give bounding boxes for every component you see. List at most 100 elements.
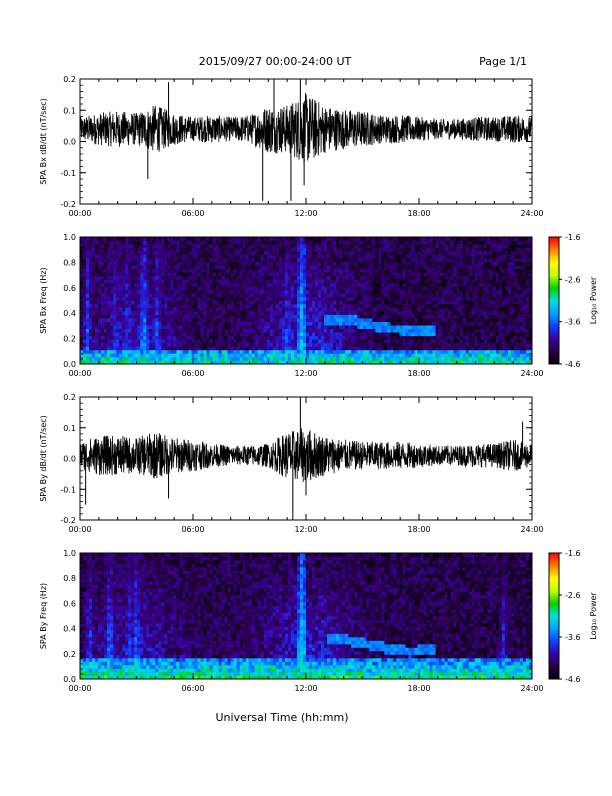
spectrogram-cell [439, 237, 442, 241]
spectrogram-cell [219, 237, 222, 241]
spectrogram-cell [204, 255, 207, 259]
spectrogram-cell [393, 318, 396, 322]
spectrogram-cell [318, 237, 321, 241]
spectrogram-cell [330, 339, 333, 343]
spectrogram-cell [128, 262, 131, 266]
spectrogram-cell [481, 329, 484, 333]
spectrogram-cell [417, 325, 420, 329]
spectrogram-cell [357, 286, 360, 290]
spectrogram-cell [155, 346, 158, 350]
spectrogram-cell [339, 343, 342, 347]
spectrogram-cell [92, 329, 95, 333]
spectrogram-cell [140, 293, 143, 297]
spectrogram-cell [478, 301, 481, 305]
spectrogram-cell [345, 304, 348, 308]
spectrogram-cell [182, 311, 185, 315]
spectrogram-cell [390, 350, 393, 354]
spectrogram-cell [282, 336, 285, 340]
spectrogram-cell [399, 308, 402, 312]
spectrogram-cell [411, 350, 414, 354]
spectrogram-cell [201, 258, 204, 262]
spectrogram-cell [475, 272, 478, 276]
spectrogram-cell [128, 325, 131, 329]
spectrogram-cell [402, 325, 405, 329]
spectrogram-cell [243, 255, 246, 259]
spectrogram-cell [246, 297, 249, 301]
spectrogram-cell [399, 332, 402, 336]
spectrogram-cell [249, 329, 252, 333]
spectrogram-cell [131, 265, 134, 269]
spectrogram-cell [198, 311, 201, 315]
spectrogram-cell [185, 315, 188, 319]
spectrogram-cell [98, 350, 101, 354]
spectrogram-cell [210, 304, 213, 308]
spectrogram-cell [469, 329, 472, 333]
spectrogram-cell [161, 258, 164, 262]
spectrogram-cell [164, 357, 167, 361]
spectrogram-cell [182, 293, 185, 297]
spectrogram-cell [351, 293, 354, 297]
spectrogram-cell [318, 318, 321, 322]
spectrogram-cell [451, 276, 454, 280]
spectrogram-cell [330, 346, 333, 350]
spectrogram-cell [436, 301, 439, 305]
spectrogram-cell [457, 353, 460, 357]
spectrogram-cell [264, 265, 267, 269]
spectrogram-cell [164, 332, 167, 336]
spectrogram-cell [399, 315, 402, 319]
spectrogram-cell [98, 308, 101, 312]
spectrogram-cell [216, 301, 219, 305]
spectrogram-cell [143, 311, 146, 315]
spectrogram-cell [107, 357, 110, 361]
spectrogram-cell [297, 293, 300, 297]
spectrogram-cell [173, 343, 176, 347]
spectrogram-cell [381, 265, 384, 269]
spectrogram-cell [285, 304, 288, 308]
spectrogram-cell [276, 308, 279, 312]
spectrogram-cell [152, 279, 155, 283]
spectrogram-cell [427, 283, 430, 287]
spectrogram-cell [448, 286, 451, 290]
spectrogram-cell [279, 255, 282, 259]
spectrogram-cell [161, 265, 164, 269]
spectrogram-cell [414, 311, 417, 315]
spectrogram-cell [173, 336, 176, 340]
spectrogram-cell [249, 315, 252, 319]
spectrogram-cell [448, 255, 451, 259]
spectrogram-cell [101, 311, 104, 315]
spectrogram-cell [182, 244, 185, 248]
spectrogram-cell [179, 336, 182, 340]
spectrogram-cell [176, 248, 179, 252]
spectrogram-cell [451, 286, 454, 290]
spectrogram-cell [182, 315, 185, 319]
spectrogram-cell [405, 258, 408, 262]
spectrogram-cell [378, 241, 381, 245]
spectrogram-cell [92, 293, 95, 297]
spectrogram-cell [273, 279, 276, 283]
spectrogram-cell [318, 293, 321, 297]
spectrogram-cell [282, 308, 285, 312]
spectrogram-cell [107, 301, 110, 305]
spectrogram-cell [182, 308, 185, 312]
spectrogram-cell [237, 346, 240, 350]
spectrogram-cell [396, 322, 399, 326]
spectrogram-cell [252, 272, 255, 276]
spectrogram-cell [342, 258, 345, 262]
spectrogram-cell [279, 269, 282, 273]
spectrogram-cell [439, 262, 442, 266]
spectrogram-cell [285, 255, 288, 259]
spectrogram-cell [466, 315, 469, 319]
spectrogram-cell [234, 248, 237, 252]
spectrogram-cell [424, 269, 427, 273]
spectrogram-cell [276, 279, 279, 283]
spectrogram-cell [303, 350, 306, 354]
spectrogram-cell [237, 286, 240, 290]
spectrogram-cell [264, 311, 267, 315]
spectrogram-cell [351, 269, 354, 273]
spectrogram-cell [173, 276, 176, 280]
spectrogram-cell [267, 255, 270, 259]
spectrogram-cell [405, 269, 408, 273]
spectrogram-cell [252, 262, 255, 266]
spectrogram-cell [484, 251, 487, 255]
spectrogram-cell [424, 248, 427, 252]
